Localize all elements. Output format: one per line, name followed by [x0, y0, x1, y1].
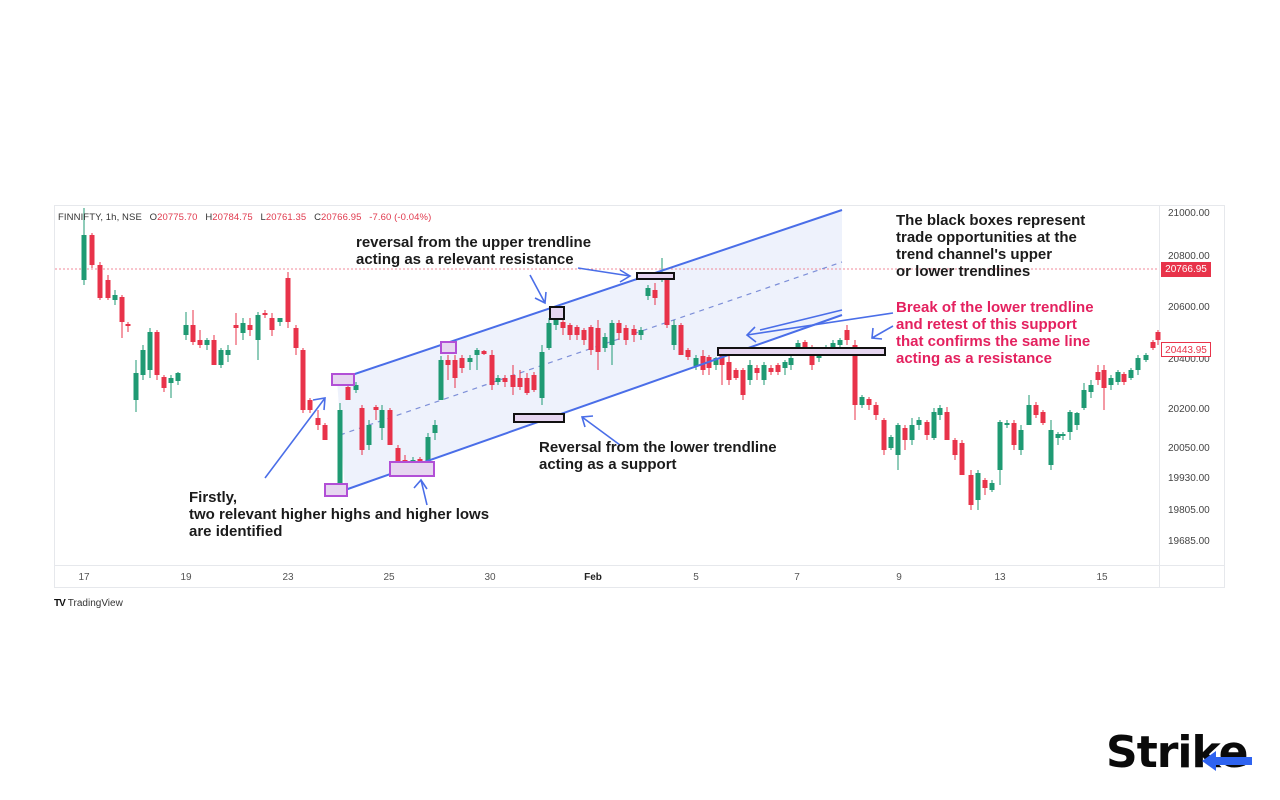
ohlc-legend: FINNIFTY, 1h, NSE O20775.70 H20784.75 L2…	[58, 212, 432, 223]
high-value: 20784.75	[212, 212, 253, 223]
channel-midline	[339, 261, 843, 436]
symbol-label: FINNIFTY, 1h, NSE	[58, 212, 142, 223]
annotation-lower-reversal: Reversal from the lower trendline acting…	[539, 439, 777, 473]
low-value: 20761.35	[265, 212, 307, 223]
close-value: 20766.95	[321, 212, 362, 223]
strike-arrow-icon	[1202, 751, 1252, 771]
change-value: -7.60 (-0.04%)	[369, 212, 432, 223]
y-tick: 20200.00	[1168, 404, 1210, 415]
annotation-firstly: Firstly, two relevant higher highs and h…	[189, 489, 490, 540]
current-price-tag: 20766.95	[1161, 262, 1211, 277]
x-tick: 19	[180, 572, 192, 583]
x-tick: 30	[484, 572, 496, 583]
upper-trendline[interactable]	[336, 209, 843, 381]
higher-low-box-2	[389, 461, 435, 477]
marker-price-tag: 20443.95	[1161, 342, 1211, 357]
annotation-upper-reversal: reversal from the upper trendline acting…	[356, 234, 592, 268]
x-tick: 25	[383, 572, 395, 583]
y-tick: 20050.00	[1168, 443, 1210, 454]
x-tick: 5	[693, 572, 699, 583]
x-tick: 17	[78, 572, 90, 583]
x-tick: 15	[1096, 572, 1108, 583]
trade-box-upper-2	[636, 272, 675, 280]
tradingview-icon: TV	[54, 598, 66, 609]
annotation-arrows	[264, 267, 894, 506]
x-tick: 7	[794, 572, 800, 583]
trade-box-lower	[513, 413, 565, 423]
x-tick: 23	[282, 572, 294, 583]
y-tick: 20800.00	[1168, 251, 1210, 262]
candlesticks	[81, 208, 1161, 510]
y-tick: 19805.00	[1168, 505, 1210, 516]
y-tick: 20600.00	[1168, 302, 1210, 313]
chart-frame	[54, 205, 1225, 588]
strike-logo: Strike	[1106, 727, 1252, 778]
higher-high-box-1	[331, 373, 355, 386]
y-tick: 21000.00	[1168, 208, 1210, 219]
price-axis-divider	[1159, 205, 1160, 588]
x-tick: Feb	[584, 572, 602, 583]
annotation-break-retest: Break of the lower trendline and retest …	[896, 299, 1094, 367]
trade-box-retest	[717, 347, 886, 356]
x-tick: 9	[896, 572, 902, 583]
trade-box-upper-1	[549, 306, 565, 320]
higher-high-box-2	[440, 341, 457, 354]
open-value: 20775.70	[157, 212, 198, 223]
y-tick: 19685.00	[1168, 536, 1210, 547]
time-axis-divider	[54, 565, 1225, 566]
annotation-black-boxes: The black boxes represent trade opportun…	[896, 212, 1086, 280]
tradingview-logo[interactable]: TV TradingView	[54, 598, 123, 609]
y-tick: 19930.00	[1168, 473, 1210, 484]
x-tick: 13	[994, 572, 1006, 583]
lower-trendline[interactable]	[344, 314, 843, 491]
higher-low-box-1	[324, 483, 348, 497]
y-tick: 20400.00	[1168, 354, 1210, 365]
